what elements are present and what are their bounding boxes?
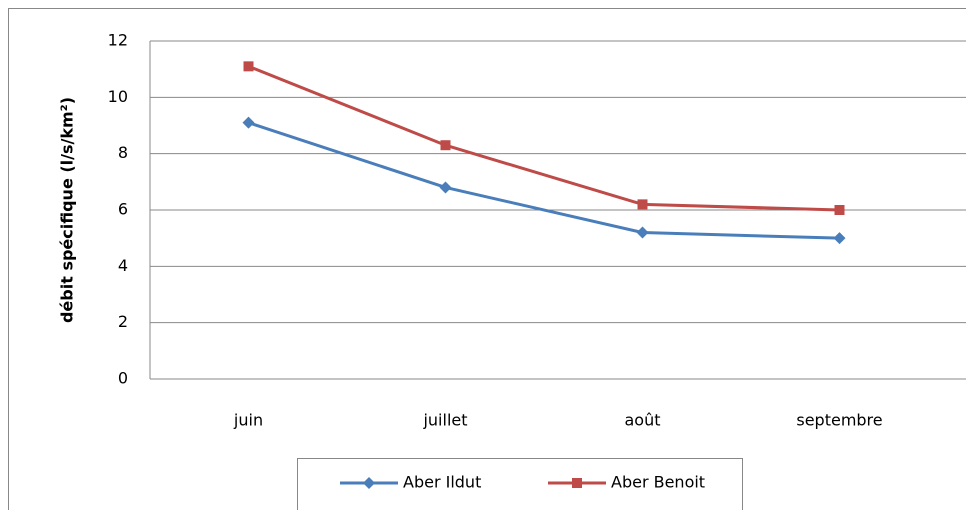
data-point — [637, 199, 648, 210]
y-tick-label: 0 — [118, 369, 128, 388]
x-tick-label: août — [624, 411, 660, 430]
x-tick-label: juillet — [422, 411, 467, 430]
legend-label: Aber Ildut — [403, 473, 481, 492]
x-tick-label: juin — [233, 411, 263, 430]
y-tick-label: 12 — [108, 31, 128, 50]
data-point — [834, 205, 845, 215]
y-tick-label: 2 — [118, 312, 128, 331]
data-point — [636, 226, 649, 239]
y-axis-label: débit spécifique (l/s/km²) — [58, 97, 77, 323]
data-point — [833, 232, 846, 245]
series-line — [247, 64, 840, 212]
x-tick-label: septembre — [796, 411, 882, 430]
y-tick-label: 8 — [118, 143, 128, 162]
y-tick-label: 6 — [118, 200, 128, 219]
series-line — [248, 121, 840, 240]
chart-frame — [8, 8, 966, 510]
data-point — [243, 61, 254, 72]
y-tick-label: 10 — [108, 87, 128, 106]
data-point — [242, 116, 255, 129]
data-point — [439, 181, 452, 194]
y-tick-label: 4 — [118, 256, 128, 275]
legend-marker — [363, 477, 375, 489]
legend-label: Aber Benoit — [611, 473, 705, 492]
legend-marker — [572, 478, 582, 488]
data-point — [440, 140, 451, 151]
